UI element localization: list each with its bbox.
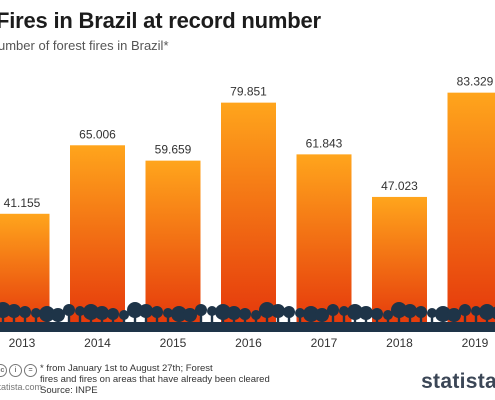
site-url: statista.com bbox=[0, 382, 43, 392]
tree-trunk bbox=[320, 315, 324, 332]
tree-trunk bbox=[155, 312, 159, 332]
tree-trunk bbox=[441, 314, 445, 332]
tree-trunk bbox=[386, 315, 390, 332]
category-label-2016: 2016 bbox=[235, 336, 262, 350]
tree-trunk bbox=[243, 314, 247, 332]
tree-icon bbox=[491, 306, 495, 320]
value-label-2013: 41.155 bbox=[4, 196, 41, 210]
tree-trunk bbox=[463, 310, 467, 332]
value-label-2017: 61.843 bbox=[306, 136, 343, 150]
tree-ground bbox=[0, 322, 495, 332]
footnote: * from January 1st to August 27th; Fores… bbox=[40, 363, 270, 385]
footnote-line-2: fires and fires on areas that have alrea… bbox=[40, 374, 270, 385]
tree-trunk bbox=[419, 312, 423, 332]
tree-trunk bbox=[298, 313, 302, 332]
bar-2016 bbox=[221, 102, 276, 332]
tree-trunk bbox=[276, 311, 280, 332]
tree-trunk bbox=[265, 310, 269, 332]
tree-trunk bbox=[177, 314, 181, 332]
tree-trunk bbox=[1, 310, 5, 332]
chart-title: Fires in Brazil at record number bbox=[0, 8, 321, 33]
tree-silhouette-band bbox=[0, 302, 495, 332]
tree-trunk bbox=[67, 310, 71, 332]
bar-2015 bbox=[145, 160, 201, 332]
no-derivatives-icon: = bbox=[24, 364, 37, 377]
bar-2014 bbox=[70, 145, 125, 332]
category-label-2013: 2013 bbox=[9, 336, 36, 350]
category-label-2017: 2017 bbox=[311, 336, 338, 350]
category-label-2019: 2019 bbox=[462, 336, 489, 350]
attribution-icon: i bbox=[9, 364, 22, 377]
value-label-2016: 79.851 bbox=[230, 85, 267, 99]
tree-trunk bbox=[34, 313, 38, 332]
tree-trunk bbox=[78, 311, 82, 332]
bar-2019 bbox=[447, 92, 495, 332]
tree-trunk bbox=[45, 314, 49, 332]
labels-layer: 41.155 2013 65.006 2014 59.659 2015 79.851 2016… bbox=[4, 75, 494, 350]
tree-trunk bbox=[485, 312, 489, 332]
category-label-2014: 2014 bbox=[84, 336, 111, 350]
value-label-2018: 47.023 bbox=[381, 179, 418, 193]
tree-trunk bbox=[309, 314, 313, 332]
tree-trunk bbox=[474, 311, 478, 332]
tree-trunk bbox=[89, 312, 93, 332]
tree-trunk bbox=[12, 311, 16, 332]
license-icons: cc i = bbox=[0, 364, 37, 377]
bar-2017 bbox=[296, 154, 352, 332]
tree-trunk bbox=[199, 310, 203, 332]
tree-trunk bbox=[397, 310, 401, 332]
bars-layer bbox=[0, 92, 495, 332]
tree-trunk bbox=[430, 313, 434, 332]
tree-trunk bbox=[353, 312, 357, 332]
tree-trunk bbox=[100, 313, 104, 332]
tree-trunk bbox=[166, 313, 170, 332]
creative-commons-icon: cc bbox=[0, 364, 7, 377]
tree-trunk bbox=[232, 313, 236, 332]
tree-trunk bbox=[23, 312, 27, 332]
tree-trunk bbox=[210, 311, 214, 332]
tree-trunk bbox=[408, 311, 412, 332]
tree-trunk bbox=[375, 314, 379, 332]
value-label-2014: 65.006 bbox=[79, 127, 116, 141]
value-label-2015: 59.659 bbox=[155, 143, 192, 157]
source-note: Source: INPE bbox=[40, 385, 98, 396]
tree-trunk bbox=[111, 314, 115, 332]
footnote-line-1: * from January 1st to August 27th; Fores… bbox=[40, 363, 213, 374]
tree-trunk bbox=[56, 315, 60, 332]
chart-subtitle: umber of forest fires in Brazil* bbox=[0, 38, 169, 53]
statista-logo: statista bbox=[421, 370, 495, 393]
tree-trunk bbox=[133, 310, 137, 332]
tree-trunk bbox=[188, 315, 192, 332]
tree-trunk bbox=[144, 311, 148, 332]
tree-trunk bbox=[254, 315, 258, 332]
tree-trunk bbox=[342, 311, 346, 332]
value-label-2019: 83.329 bbox=[457, 75, 494, 89]
tree-trunk bbox=[452, 315, 456, 332]
category-label-2015: 2015 bbox=[160, 336, 187, 350]
tree-trunk bbox=[287, 312, 291, 332]
category-label-2018: 2018 bbox=[386, 336, 413, 350]
tree-trunk bbox=[364, 313, 368, 332]
tree-trunk bbox=[221, 312, 225, 332]
tree-trunk bbox=[331, 310, 335, 332]
tree-trunk bbox=[122, 315, 126, 332]
